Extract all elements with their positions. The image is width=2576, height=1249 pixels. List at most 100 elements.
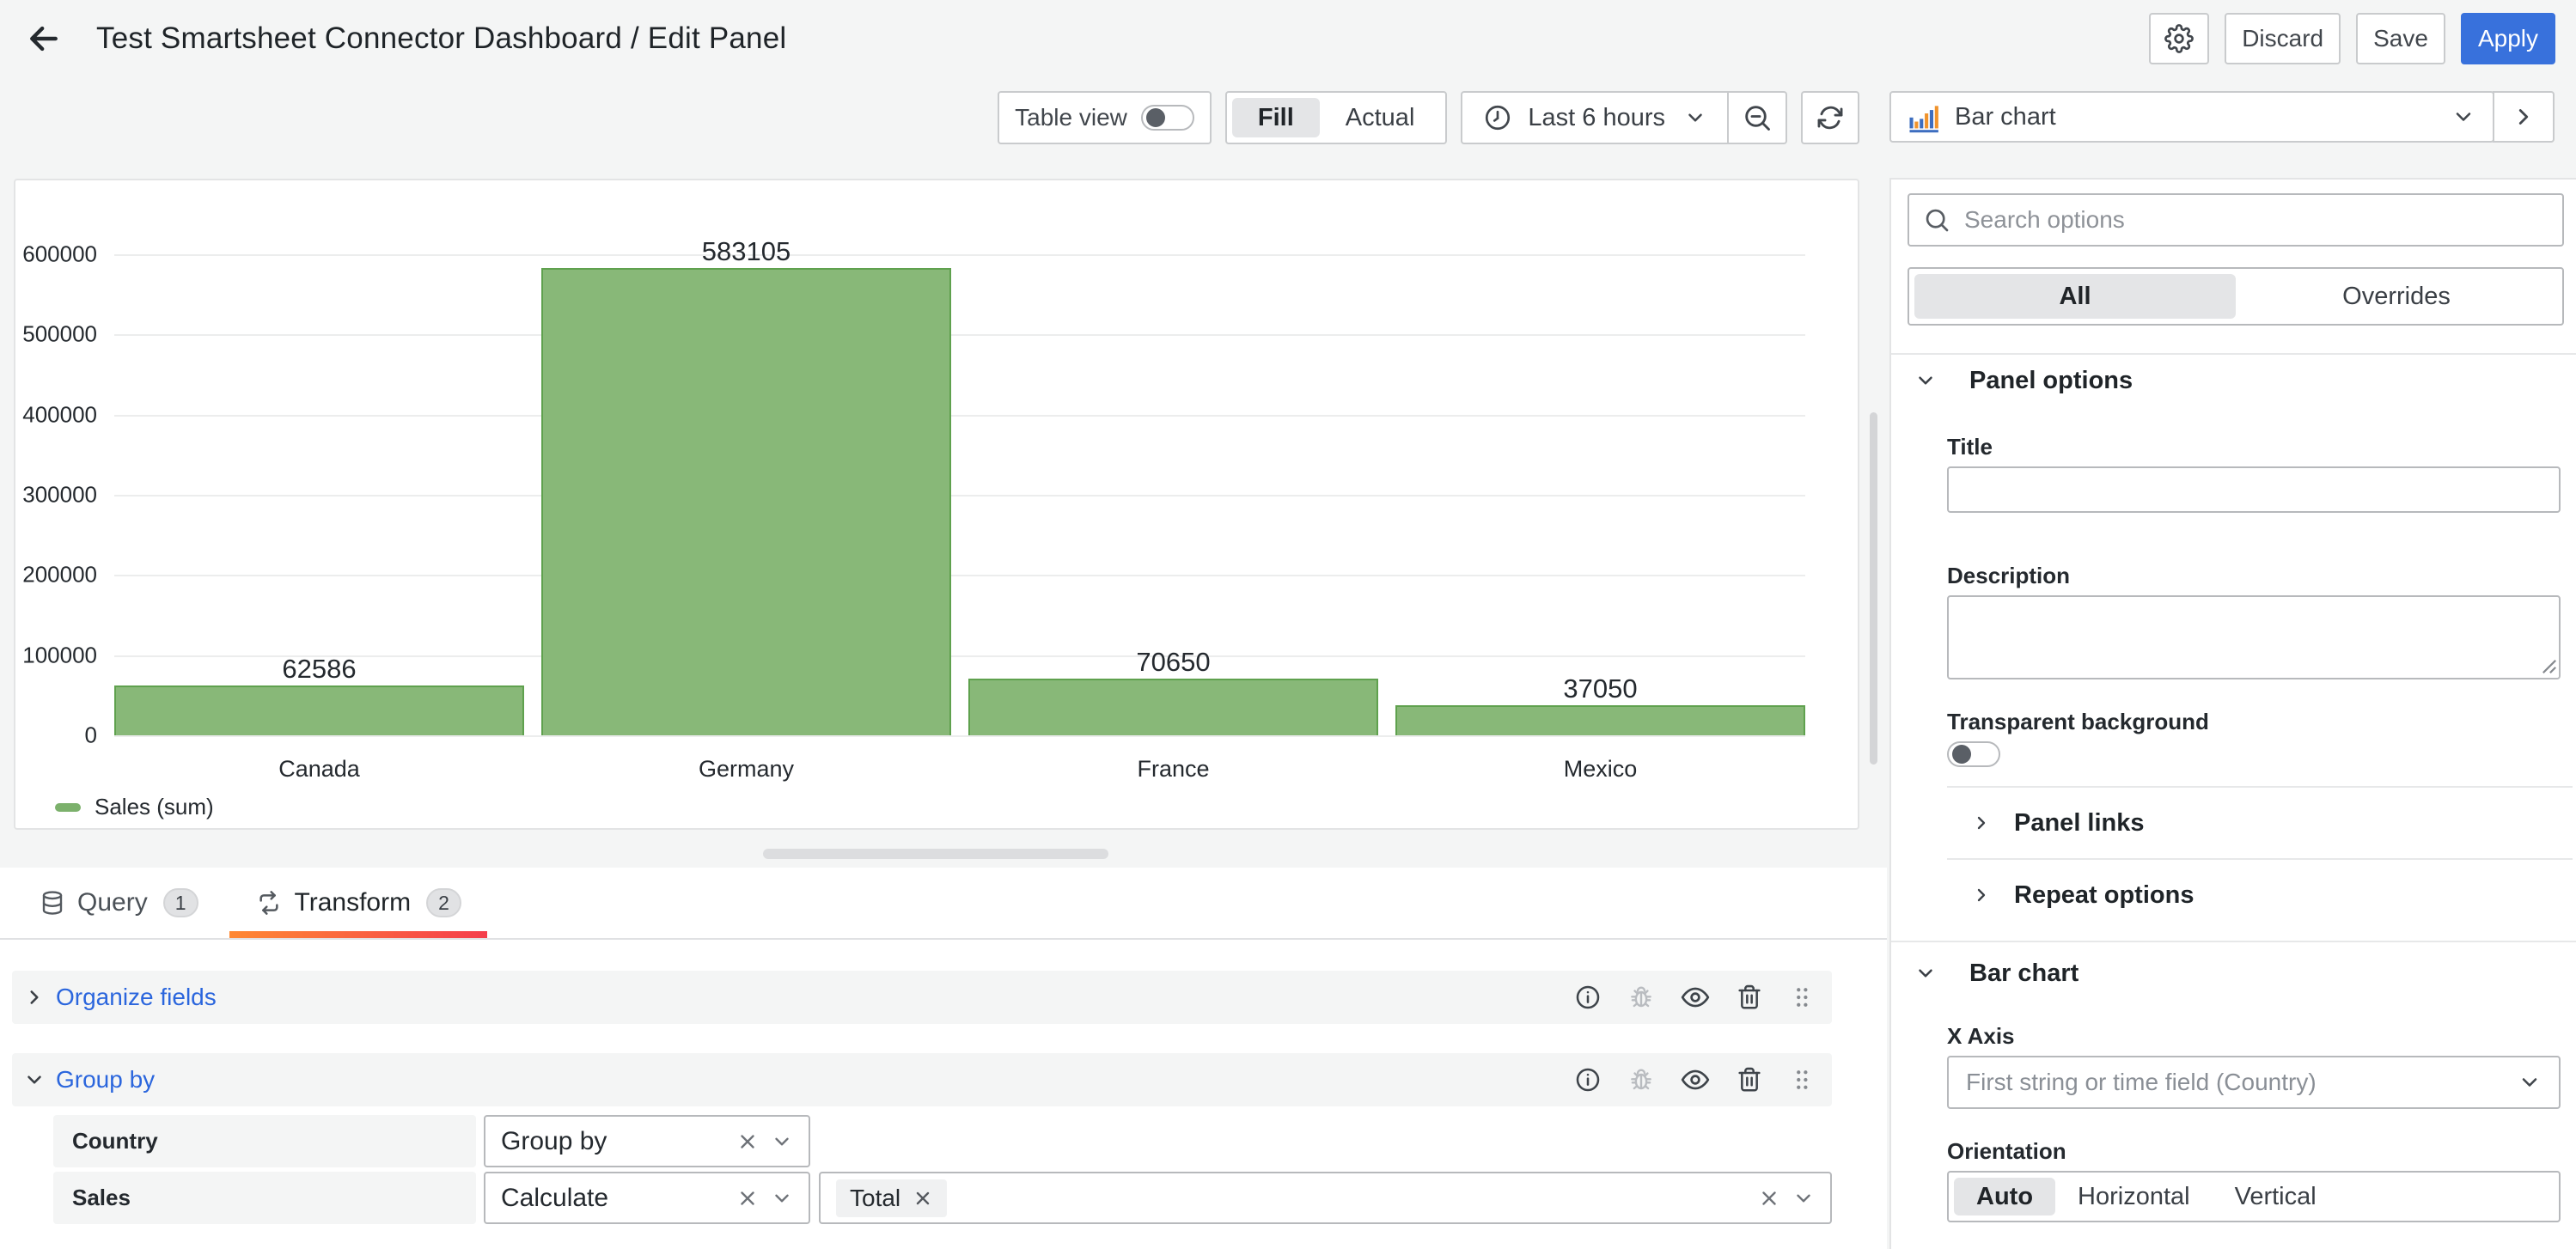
divider (1947, 858, 2573, 860)
options-filter-group: All Overrides (1908, 267, 2564, 326)
section-title: Panel options (1969, 366, 2133, 394)
transform-row-organize-fields: Organize fields (12, 971, 1832, 1024)
time-range-label: Last 6 hours (1528, 103, 1665, 131)
panel-preview: 0 100000 200000 300000 400000 500000 600000 625… (14, 179, 1859, 830)
x-axis-label: X Axis (1947, 1023, 2015, 1049)
edit-area: Table view Fill Actual Last 6 hours (0, 77, 1887, 1249)
clear-icon[interactable] (1758, 1187, 1780, 1209)
country-operation-select[interactable]: Group by (484, 1115, 810, 1167)
group-by-editor: Country Group by (12, 1106, 1832, 1242)
table-view-toggle[interactable] (1140, 105, 1194, 131)
search-icon (1923, 206, 1950, 234)
actual-option[interactable]: Actual (1345, 103, 1415, 131)
bar-chart: 0 100000 200000 300000 400000 500000 600000 625… (15, 180, 1858, 828)
options-search-input[interactable] (1964, 206, 2549, 234)
select-controls (736, 1187, 793, 1209)
save-button[interactable]: Save (2356, 13, 2445, 64)
bar-france[interactable] (968, 679, 1378, 735)
visualization-name: Bar chart (1955, 102, 2056, 131)
vertical-scrollbar[interactable] (1870, 412, 1877, 765)
remove-chip-icon[interactable] (913, 1188, 933, 1209)
chart-legend[interactable]: Sales (sum) (55, 794, 214, 820)
bar-canada[interactable] (114, 685, 524, 735)
drag-handle-icon[interactable] (1789, 1067, 1815, 1093)
chevron-right-icon[interactable] (23, 986, 46, 1008)
bar-mexico[interactable] (1395, 705, 1805, 735)
select-controls (1758, 1187, 1815, 1209)
bar-value-label: 583105 (701, 235, 791, 266)
apply-button[interactable]: Apply (2460, 13, 2555, 64)
panel-description-textarea[interactable] (1947, 595, 2561, 679)
transform-row-actions (1574, 983, 1815, 1012)
refresh-button[interactable] (1801, 91, 1859, 144)
eye-icon[interactable] (1681, 983, 1710, 1012)
orientation-auto[interactable]: Auto (1954, 1178, 2056, 1215)
field-row-sales: Sales Calculate (53, 1172, 1832, 1224)
time-range-picker[interactable]: Last 6 hours (1461, 91, 1729, 144)
drawer-resize-handle[interactable] (763, 849, 1108, 859)
bar-germany[interactable] (541, 267, 951, 735)
filter-all[interactable]: All (1914, 274, 2236, 319)
trash-icon[interactable] (1736, 984, 1763, 1011)
chevron-down-icon[interactable] (771, 1130, 793, 1153)
sales-operation-select[interactable]: Calculate (484, 1172, 810, 1224)
orientation-horizontal[interactable]: Horizontal (2078, 1182, 2190, 1210)
clear-icon[interactable] (736, 1130, 759, 1153)
drag-handle-icon[interactable] (1789, 984, 1815, 1010)
tab-transform-count: 2 (426, 888, 461, 917)
zoom-out-button[interactable] (1729, 91, 1787, 144)
divider (1891, 353, 2576, 355)
orientation-vertical[interactable]: Vertical (2234, 1182, 2317, 1210)
zoom-out-icon (1742, 102, 1773, 133)
eye-icon[interactable] (1681, 1065, 1710, 1094)
section-bar-chart[interactable]: Bar chart (1908, 947, 2564, 999)
panel-title-input[interactable] (1947, 466, 2561, 513)
chevron-down-icon (1684, 107, 1706, 129)
clear-icon[interactable] (736, 1187, 759, 1209)
fill-option[interactable]: Fill (1231, 98, 1320, 137)
info-icon[interactable] (1574, 1066, 1602, 1094)
chevron-down-icon[interactable] (23, 1069, 46, 1091)
discard-button[interactable]: Discard (2225, 13, 2341, 64)
section-repeat-options[interactable]: Repeat options (1947, 860, 2561, 930)
transform-icon (255, 889, 283, 917)
transform-title-organize-fields[interactable]: Organize fields (56, 984, 217, 1010)
tab-transform[interactable]: Transform 2 (229, 868, 487, 938)
select-controls (736, 1130, 793, 1153)
page-title: Test Smartsheet Connector Dashboard / Ed… (96, 21, 787, 55)
section-panel-options[interactable]: Panel options (1908, 355, 2564, 406)
bar-value-label: 62586 (282, 653, 357, 684)
x-axis-select[interactable]: First string or time field (Country) (1947, 1056, 2561, 1109)
collapse-options-button[interactable] (2493, 91, 2555, 143)
x-axis-value: First string or time field (Country) (1966, 1069, 2317, 1095)
panel-settings-button[interactable] (2149, 13, 2210, 64)
options-search[interactable] (1908, 193, 2564, 247)
info-icon[interactable] (1574, 984, 1602, 1011)
refresh-icon (1816, 103, 1845, 132)
transparent-background-toggle[interactable] (1947, 741, 2000, 767)
gridline (114, 334, 1805, 337)
transform-title-group-by[interactable]: Group by (56, 1066, 156, 1093)
title-label: Title (1947, 434, 1993, 460)
header-actions: Discard Save Apply (2149, 13, 2555, 64)
angle-right-icon (2511, 104, 2536, 130)
bar-value-label: 70650 (1136, 647, 1211, 678)
gear-icon (2164, 24, 2194, 53)
x-axis-category-label: Canada (278, 756, 360, 782)
trash-icon[interactable] (1736, 1066, 1763, 1094)
sales-calculations-multiselect[interactable]: Total (819, 1172, 1832, 1224)
debug-icon[interactable] (1627, 1066, 1655, 1094)
filter-overrides[interactable]: Overrides (2342, 282, 2451, 310)
back-button[interactable] (15, 10, 72, 67)
chevron-down-icon[interactable] (1792, 1187, 1815, 1209)
chevron-down-icon[interactable] (771, 1187, 793, 1209)
visualization-select[interactable]: Bar chart (1889, 91, 2494, 143)
x-axis-category-label: France (1137, 756, 1210, 782)
chevron-right-icon (1971, 813, 1992, 833)
tab-query-count: 1 (162, 888, 198, 917)
transform-row-group-by: Group by (12, 1053, 1832, 1106)
tab-query[interactable]: Query 1 (14, 868, 224, 938)
debug-icon[interactable] (1627, 984, 1655, 1011)
section-panel-links[interactable]: Panel links (1947, 788, 2561, 858)
panel-toolbar: Table view Fill Actual Last 6 hours (998, 91, 1859, 144)
